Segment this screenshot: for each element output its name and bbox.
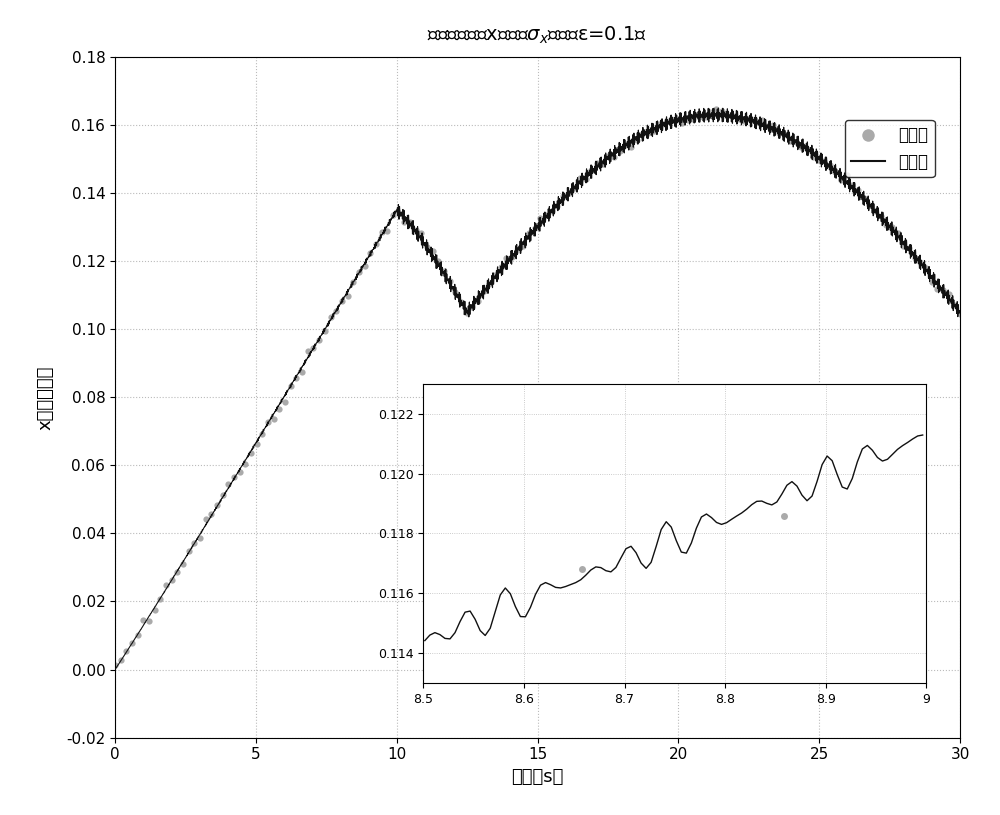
估计値 [551, 201, 563, 211]
X-axis label: 时间（s）: 时间（s） [511, 768, 564, 786]
真实値 [427, 251, 439, 261]
估计値 [693, 112, 705, 122]
估计値 [444, 276, 456, 286]
真实値 [954, 307, 966, 317]
Title: 陌螺飞轮系统x轴扰动$\sigma_x$估计（ε=0.1）: 陌螺飞轮系统x轴扰动$\sigma_x$估计（ε=0.1） [427, 24, 648, 46]
Legend: 估计値, 真实値: 估计値, 真实値 [845, 120, 935, 178]
真实値 [947, 304, 959, 314]
估计値 [585, 165, 597, 175]
真实値 [712, 104, 724, 113]
估计値 [710, 104, 722, 114]
估计値 [387, 210, 399, 220]
真实値 [314, 333, 326, 343]
Y-axis label: x轴扰动估计: x轴扰动估计 [37, 365, 55, 430]
真实値 [488, 279, 500, 289]
估计値 [954, 310, 966, 319]
估计値 [109, 660, 121, 670]
估计値 [812, 155, 824, 165]
真实値 [310, 340, 322, 350]
真实値 [109, 665, 121, 675]
真实値 [305, 347, 317, 357]
Line: 估计値: 估计値 [112, 106, 963, 668]
Line: 真实値: 真实値 [115, 108, 960, 670]
